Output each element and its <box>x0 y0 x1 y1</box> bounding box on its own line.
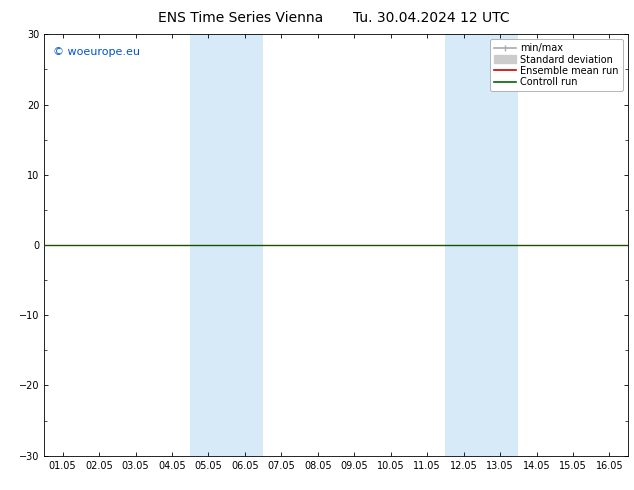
Text: © woeurope.eu: © woeurope.eu <box>53 47 140 57</box>
Legend: min/max, Standard deviation, Ensemble mean run, Controll run: min/max, Standard deviation, Ensemble me… <box>490 39 623 91</box>
Text: Tu. 30.04.2024 12 UTC: Tu. 30.04.2024 12 UTC <box>353 11 510 25</box>
Text: ENS Time Series Vienna: ENS Time Series Vienna <box>158 11 323 25</box>
Bar <box>445 34 518 456</box>
Bar <box>190 34 263 456</box>
